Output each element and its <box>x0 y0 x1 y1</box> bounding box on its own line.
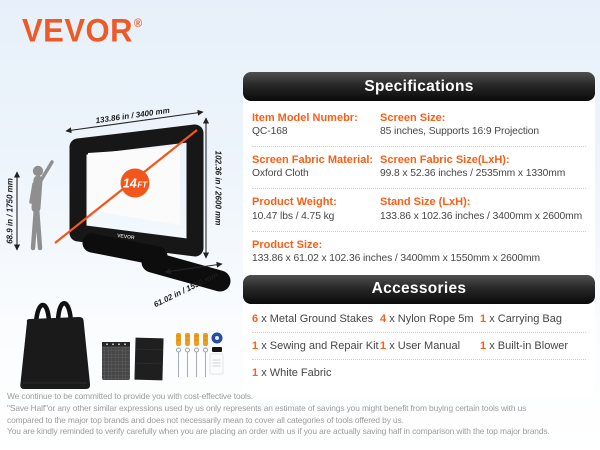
accessory-item: 4 x Nylon Rope 5m <box>380 313 480 325</box>
person-silhouette <box>29 160 54 251</box>
accessory-separator: x <box>261 312 267 325</box>
ground-stakes-image <box>176 333 208 377</box>
product-illustration: VEVOR 14FT 133.86 in / 3400 mm 102.36 <box>6 106 231 389</box>
accessory-qty: 6 <box>252 312 259 325</box>
accessory-qty: 1 <box>380 339 387 352</box>
accessory-separator: x <box>389 339 395 352</box>
vevor-logo: VEVOR® <box>22 12 143 50</box>
height-dimension-label: 102.36 in / 2600 mm <box>214 151 223 226</box>
spec-item: Product Size: 133.86 x 61.02 x 102.36 in… <box>252 238 586 266</box>
accessory-item: 1 x Carrying Bag <box>480 313 586 325</box>
accessory-qty: 1 <box>252 366 259 379</box>
accessories-row: 1 x White Fabric <box>252 360 586 386</box>
carrying-bag-image <box>20 301 91 389</box>
specifications-table: Item Model Numebr: QC-168 Screen Size: 8… <box>243 101 595 275</box>
spec-row: Item Model Numebr: QC-168 Screen Size: 8… <box>252 105 586 148</box>
frame-brand-label: VEVOR <box>117 233 135 241</box>
accessory-name: Sewing and Repair Kit <box>269 339 379 352</box>
spec-label: Stand Size (LxH): <box>380 196 471 209</box>
disclaimer-text: We continue to be committed to provide y… <box>7 391 599 438</box>
accessory-qty: 1 <box>480 339 487 352</box>
spec-label: Product Size: <box>252 238 323 251</box>
inflatable-screen: VEVOR 14FT <box>54 124 231 292</box>
spec-item: Screen Fabric Size(LxH): 99.8 x 52.36 in… <box>380 153 586 181</box>
blower-part-image <box>212 347 222 352</box>
info-panel: Specifications Item Model Numebr: QC-168… <box>243 72 595 396</box>
accessories-row: 6 x Metal Ground Stakes 4 x Nylon Rope 5… <box>252 306 586 333</box>
spec-item: Stand Size (LxH): 133.86 x 102.36 inches… <box>380 195 586 223</box>
rope-coil-image <box>211 332 223 344</box>
accessory-item: 6 x Metal Ground Stakes <box>252 313 380 325</box>
spec-label: Screen Size: <box>380 112 446 124</box>
specifications-title: Specifications <box>364 77 474 95</box>
spec-value: 85 inches, Supports 16:9 Projection <box>380 126 540 138</box>
spec-item: Item Model Numebr: QC-168 <box>252 111 380 139</box>
accessory-qty: 1 <box>252 339 259 352</box>
spec-value: 133.86 x 102.36 inches / 3400mm x 2600mm <box>380 210 583 222</box>
accessory-separator: x <box>489 339 495 352</box>
user-manual-image <box>209 353 224 375</box>
accessory-separator: x <box>389 312 395 325</box>
accessory-qty: 1 <box>480 312 487 325</box>
spec-label: Screen Fabric Material: <box>252 154 374 167</box>
size-badge <box>120 168 150 198</box>
specifications-header: Specifications <box>243 72 595 101</box>
accessory-name: Nylon Rope 5m <box>397 312 474 325</box>
accessory-separator: x <box>261 339 267 352</box>
disclaimer-line: "Save Half"or any other similar expressi… <box>7 402 527 413</box>
accessories-table: 6 x Metal Ground Stakes 4 x Nylon Rope 5… <box>243 304 595 390</box>
accessories-header: Accessories <box>243 274 595 304</box>
accessory-name: Carrying Bag <box>497 312 562 325</box>
accessory-images <box>20 301 224 389</box>
dimension-lines <box>13 109 223 275</box>
person-height-label: 68.9 in / 1750 mm <box>6 178 15 244</box>
registered-trademark-icon: ® <box>134 17 143 30</box>
spec-value: 10.47 lbs / 4.75 kg <box>252 210 335 222</box>
spec-item: Product Weight: 10.47 lbs / 4.75 kg <box>252 195 380 223</box>
spec-label: Product Weight: <box>252 196 337 209</box>
accessories-title: Accessories <box>371 280 467 298</box>
folded-fabric-image <box>134 337 164 381</box>
accessory-qty: 4 <box>380 312 387 325</box>
size-badge-text: 14FT <box>123 177 148 191</box>
accessories-row: 1 x Sewing and Repair Kit 1 x User Manua… <box>252 333 586 360</box>
spec-row: Product Size: 133.86 x 61.02 x 102.36 in… <box>252 232 586 273</box>
spec-label: Item Model Numebr: <box>252 112 358 124</box>
disclaimer-line: We continue to be committed to provide y… <box>7 391 254 401</box>
accessory-name: User Manual <box>397 339 461 352</box>
accessory-name: Metal Ground Stakes <box>269 312 374 325</box>
accessory-item: 1 x User Manual <box>380 340 480 352</box>
accessory-separator: x <box>261 366 267 379</box>
vevor-logo-text: VEVOR <box>22 12 134 49</box>
spec-item: Screen Fabric Material: Oxford Cloth <box>252 153 380 181</box>
spec-label: Screen Fabric Size(LxH): <box>380 154 510 167</box>
disclaimer-line: You are kindly reminded to verify carefu… <box>7 426 550 437</box>
accessory-item: 1 x White Fabric <box>252 367 380 379</box>
spec-value: QC-168 <box>252 126 288 138</box>
spec-item: Screen Size: 85 inches, Supports 16:9 Pr… <box>380 111 586 139</box>
accessory-item: 1 x Built-in Blower <box>480 340 586 352</box>
accessory-item: 1 x Sewing and Repair Kit <box>252 340 380 352</box>
accessory-name: White Fabric <box>269 366 332 379</box>
disclaimer-line: compared to the major top brands and doe… <box>7 414 404 425</box>
spec-value: 99.8 x 52.36 inches / 2535mm x 1330mm <box>380 168 566 180</box>
spec-value: Oxford Cloth <box>252 168 309 180</box>
mesh-bag-image <box>102 342 130 380</box>
accessory-separator: x <box>489 312 495 325</box>
accessory-name: Built-in Blower <box>497 339 569 352</box>
spec-row: Product Weight: 10.47 lbs / 4.75 kg Stan… <box>252 189 586 232</box>
spec-row: Screen Fabric Material: Oxford Cloth Scr… <box>252 147 586 190</box>
spec-value: 133.86 x 61.02 x 102.36 inches / 3400mm … <box>252 252 540 264</box>
